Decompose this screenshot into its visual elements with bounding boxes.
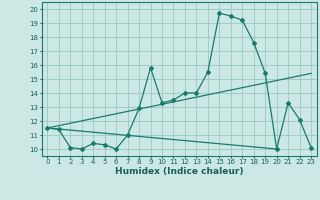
X-axis label: Humidex (Indice chaleur): Humidex (Indice chaleur) [115,167,244,176]
